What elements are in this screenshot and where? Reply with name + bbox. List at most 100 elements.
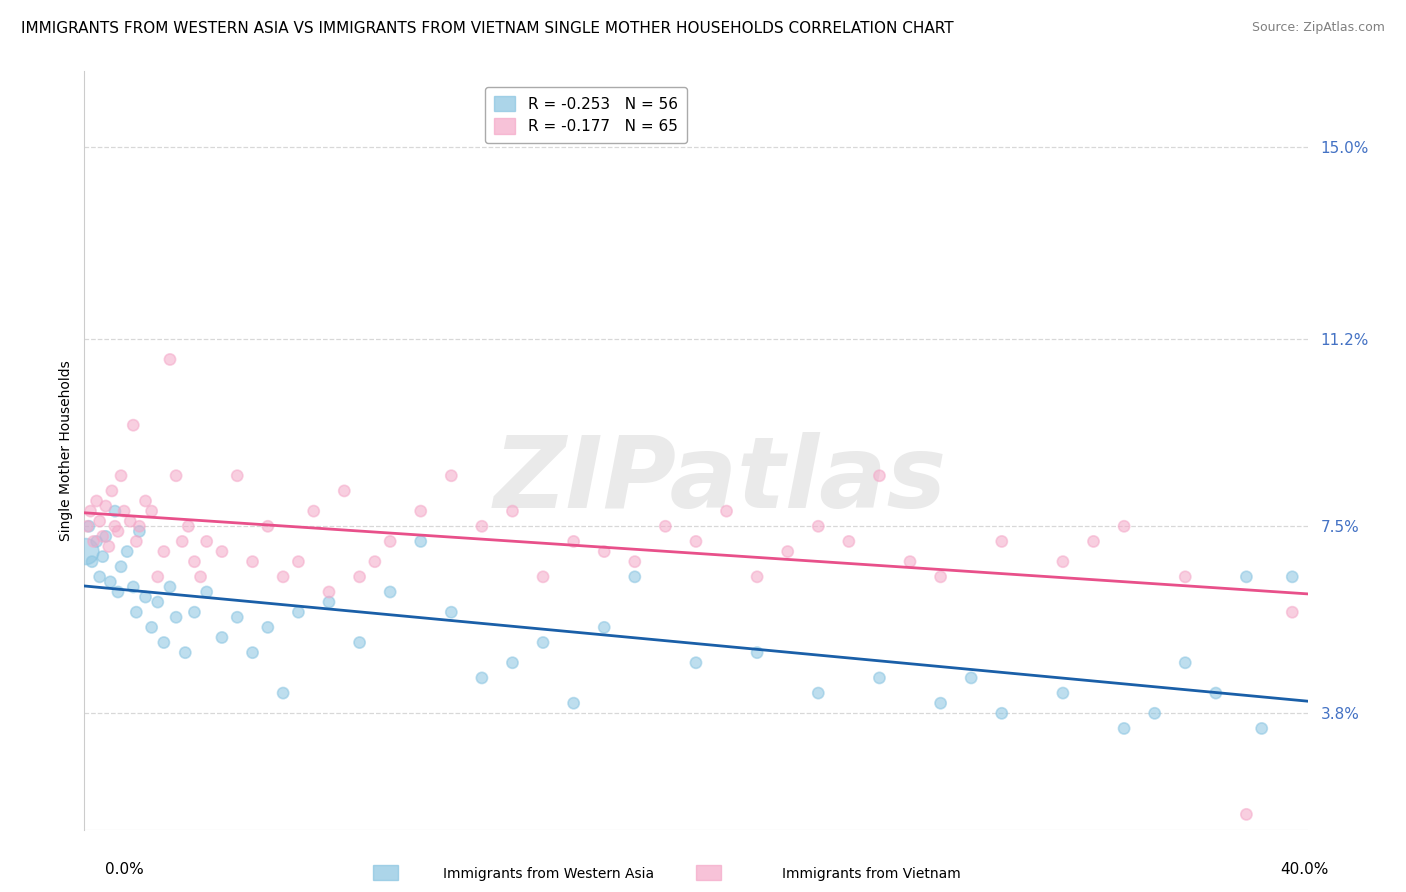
Point [128,524,150,539]
Text: 40.0%: 40.0% [1281,862,1329,877]
Point [257,620,280,634]
Text: IMMIGRANTS FROM WESTERN ASIA VS IMMIGRANTS FROM VIETNAM SINGLE MOTHER HOUSEHOLDS: IMMIGRANTS FROM WESTERN ASIA VS IMMIGRAN… [21,21,953,36]
Point [135,590,157,604]
Point [107,585,129,599]
Point [776,544,799,558]
Point [94,529,117,543]
Point [838,534,860,549]
Point [104,519,127,533]
Point [807,519,830,533]
Point [101,483,124,498]
Point [929,696,952,710]
Point [146,570,169,584]
Point [869,468,891,483]
Point [562,534,585,549]
Point [807,686,830,700]
Point [91,549,114,564]
Text: Immigrants from Vietnam: Immigrants from Vietnam [782,867,962,881]
Text: Source: ZipAtlas.com: Source: ZipAtlas.com [1251,21,1385,34]
Point [685,534,707,549]
Text: Immigrants from Western Asia: Immigrants from Western Asia [443,867,654,881]
Point [869,671,891,685]
Point [333,483,356,498]
Point [318,585,340,599]
Point [409,534,432,549]
Point [471,671,494,685]
Y-axis label: Single Mother Households: Single Mother Households [59,360,73,541]
Point [190,570,212,584]
Point [1174,656,1197,670]
Point [302,504,325,518]
Point [76,519,98,533]
Point [141,620,163,634]
Point [716,504,738,518]
Point [562,696,585,710]
Point [226,610,249,624]
Point [153,635,176,649]
Point [1281,570,1303,584]
Point [531,570,554,584]
Point [183,555,205,569]
Point [440,605,463,619]
Point [128,519,150,533]
Point [502,504,524,518]
Text: 0.0%: 0.0% [105,862,145,877]
Point [471,519,494,533]
Point [349,635,371,649]
Legend: R = -0.253   N = 56, R = -0.177   N = 65: R = -0.253 N = 56, R = -0.177 N = 65 [485,87,688,143]
Point [242,646,264,660]
Point [226,468,249,483]
Point [991,534,1014,549]
Point [1250,722,1272,736]
Point [1236,807,1258,822]
Point [98,574,121,589]
Point [1205,686,1227,700]
Point [318,595,340,609]
Point [380,534,402,549]
Point [153,544,176,558]
Point [440,468,463,483]
Point [195,585,218,599]
Point [77,519,100,533]
Point [75,544,97,558]
Point [120,514,142,528]
Point [685,656,707,670]
Point [146,595,169,609]
Point [271,570,294,584]
Point [1052,686,1074,700]
Point [79,504,101,518]
Point [271,686,294,700]
Point [80,555,103,569]
Point [1083,534,1105,549]
Point [135,494,157,508]
Point [89,570,111,584]
Point [211,544,233,558]
Point [159,580,181,594]
Point [747,570,769,584]
Point [1143,706,1166,721]
Point [531,635,554,649]
Point [125,605,148,619]
Point [960,671,983,685]
Point [898,555,921,569]
Point [1281,605,1303,619]
Point [409,504,432,518]
Point [1052,555,1074,569]
Point [624,555,647,569]
Point [174,646,197,660]
Point [1114,722,1136,736]
Point [1236,570,1258,584]
Point [654,519,676,533]
Point [112,504,135,518]
Point [115,544,138,558]
Point [86,494,108,508]
Text: ZIPatlas: ZIPatlas [494,433,948,529]
Point [86,534,108,549]
Point [165,610,187,624]
Point [91,529,114,543]
Point [624,570,647,584]
Point [107,524,129,539]
Point [380,585,402,599]
Point [593,620,616,634]
Point [141,504,163,518]
